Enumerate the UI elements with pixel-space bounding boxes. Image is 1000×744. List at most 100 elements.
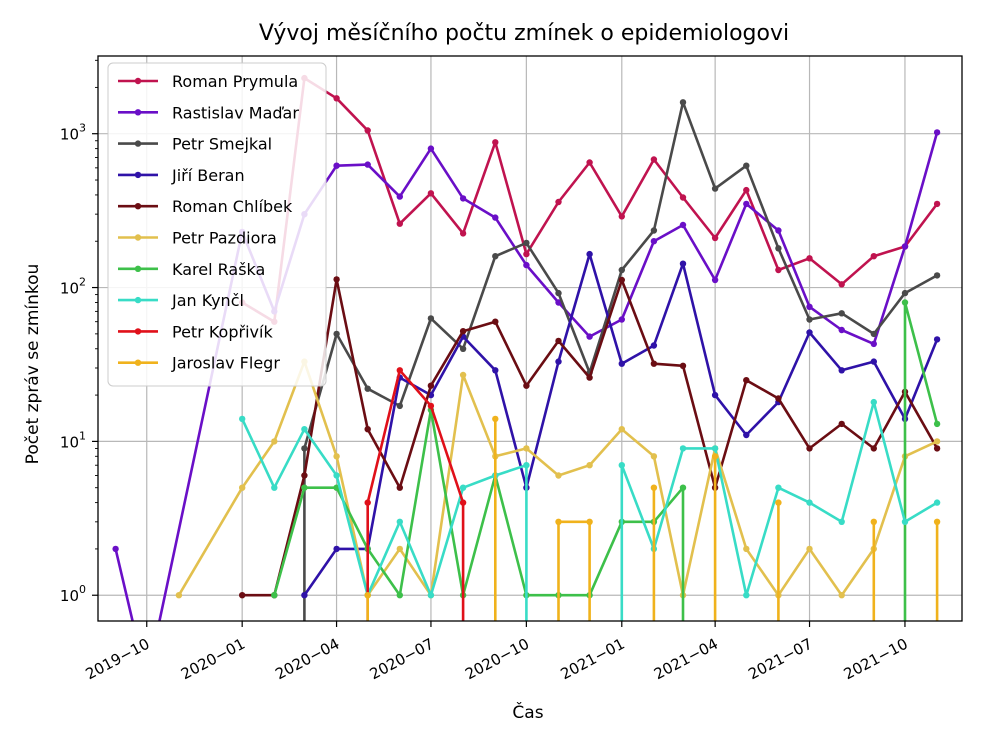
data-point [586,374,593,381]
data-point [650,156,658,163]
data-point [427,592,435,599]
data-point [459,230,467,237]
data-point [679,221,687,229]
legend-label: Jiří Beran [171,166,245,185]
legend-label: Rastislav Maďar [172,103,299,122]
data-point [492,318,499,325]
data-point [523,250,530,258]
data-point [427,315,435,322]
data-point [933,272,941,279]
data-point [333,453,340,460]
data-point [806,255,813,262]
legend-item: Petr Pazdiora [118,229,277,248]
data-point [459,484,467,491]
data-point [775,484,782,491]
data-point [459,371,467,379]
data-point [679,99,687,106]
data-point [364,592,371,599]
data-point [586,518,593,525]
data-point [711,276,719,284]
data-point [333,472,340,479]
data-point [870,518,877,525]
data-point [618,213,625,220]
data-point [806,445,813,452]
data-point [743,592,750,599]
data-point [838,518,845,525]
data-point [775,499,782,506]
data-point [901,243,909,250]
data-point [618,276,625,284]
series-line [366,417,939,621]
data-point [586,159,593,166]
legend-swatch-marker [134,265,142,272]
data-point [711,185,719,192]
chart-title: Vývoj měsíčního počtu zmínek o epidemiol… [259,21,789,46]
data-point [112,545,119,553]
x-tick-label: 2020−10 [462,635,532,684]
data-point [586,462,593,469]
data-point [838,281,845,288]
x-tick-label: 2021−04 [651,635,721,684]
data-point [459,328,467,335]
legend-item: Roman Prymula [118,72,298,91]
data-point [870,398,877,406]
y-tick-label: 101 [60,429,86,451]
data-point [650,453,658,460]
data-point [743,377,750,384]
data-point [933,420,941,428]
data-point [555,518,562,525]
data-point [555,299,562,306]
data-point [679,260,687,267]
series-jaroslav-flegr [364,415,941,621]
data-point [933,200,941,208]
legend: Roman Prymula Rastislav Maďar Petr Smejkal… [107,62,327,387]
data-point [301,445,308,452]
data-point [586,250,593,258]
data-point [492,253,499,260]
y-tick-label: 100 [60,583,86,605]
data-point [650,484,658,491]
data-point [333,276,340,283]
data-point [555,472,562,479]
data-point [679,362,687,369]
x-tick-label: 2019−10 [83,635,153,684]
legend-box [107,62,327,387]
legend-swatch-marker [134,140,142,147]
data-point [175,592,183,599]
data-point [650,227,658,234]
legend-label: Jan Kynčl [171,291,244,310]
series-line [303,101,938,621]
data-point [650,360,658,367]
legend-item: Roman Chlíbek [118,197,293,216]
data-point [618,462,625,469]
data-point [523,239,530,247]
data-point [870,445,877,452]
data-point [459,195,467,202]
data-point [933,445,941,452]
legend-label: Petr Kopřivík [172,322,273,341]
legend-swatch-marker [134,328,142,335]
data-point [711,391,719,399]
data-point [775,266,782,274]
data-point [743,162,750,169]
data-point [239,592,246,599]
x-axis-label: Čas [512,701,543,723]
data-point [333,545,340,553]
data-point [396,518,403,525]
series-line [273,301,939,621]
data-point [838,592,845,599]
series-line [366,368,465,621]
data-point [301,592,308,599]
data-point [333,95,340,102]
data-point [555,358,562,365]
x-tick-label: 2020−04 [272,635,342,684]
data-point [492,214,499,221]
data-point [806,316,813,323]
data-point [806,545,813,553]
legend-item: Petr Smejkal [118,135,272,154]
data-point [679,194,687,201]
data-point [239,415,246,423]
data-point [618,316,625,323]
data-point [933,518,941,525]
x-tick-label: 2021−01 [558,635,628,684]
